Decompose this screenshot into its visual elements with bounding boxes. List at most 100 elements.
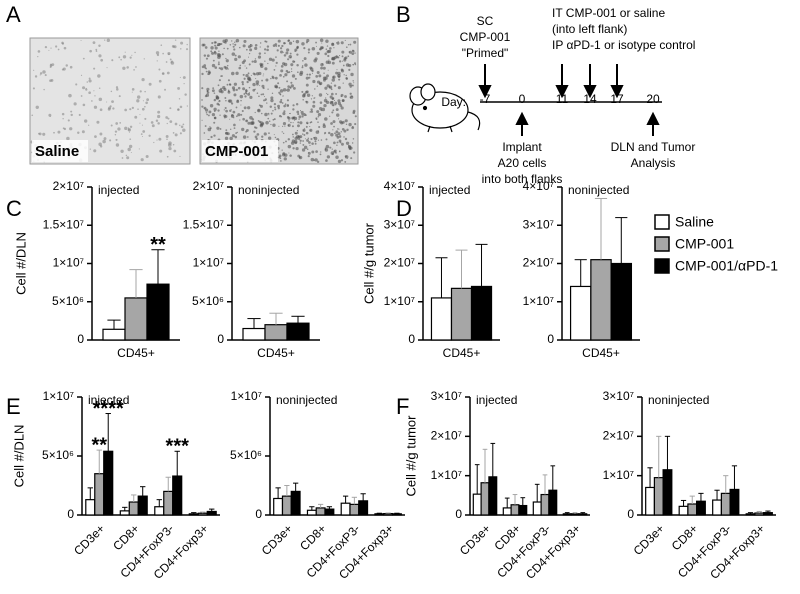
texture [271,58,275,62]
texture [212,87,215,90]
texture [172,143,175,146]
texture [114,133,117,136]
bar [488,476,498,516]
texture [296,63,299,67]
texture [49,79,52,83]
texture [144,117,147,120]
texture [95,48,98,51]
texture [180,41,184,45]
texture [164,88,166,91]
texture [99,132,103,136]
texture [226,83,229,86]
texture [312,79,316,84]
texture [243,106,247,110]
texture [287,58,290,61]
error-bar [105,413,111,452]
texture [224,97,227,99]
texture [309,122,312,124]
texture [305,131,309,135]
y-tick-label: 1×10⁷ [193,256,224,270]
texture [241,127,245,132]
texture [213,116,217,120]
bar [206,510,217,516]
texture [82,103,86,107]
texture [277,107,280,110]
texture [251,118,255,121]
y-tick-label: 0 [408,332,415,346]
error-bar [317,503,324,508]
texture [352,80,354,82]
texture [157,110,161,114]
panel-label: D [396,196,412,221]
texture [242,135,247,139]
texture [330,151,335,155]
texture [311,47,316,51]
panel-label: E [6,394,21,419]
texture [314,140,317,143]
texture [278,86,281,89]
texture [88,79,92,83]
texture [295,135,300,139]
texture [98,44,101,48]
texture [317,115,320,118]
error-bar [174,450,180,477]
error-bar [680,499,687,507]
texture [204,125,207,127]
texture [298,118,300,120]
bar [548,489,558,516]
texture [213,92,216,94]
texture [102,139,106,144]
texture [43,88,45,91]
texture [115,138,118,141]
texture [320,151,322,153]
texture [218,79,221,82]
texture [48,113,52,117]
texture [85,88,88,91]
error-bar [309,506,315,511]
texture [312,100,316,104]
texture [254,135,258,139]
texture [353,151,356,154]
texture [57,48,60,51]
texture [270,77,272,80]
texture [94,135,97,138]
bar [306,509,317,516]
texture [268,120,271,122]
texture [290,68,293,70]
texture [260,93,263,96]
texture [324,133,326,135]
image-label: CMP-001 [205,143,268,160]
texture [348,82,352,86]
texture [354,52,356,54]
texture [120,58,122,61]
texture [128,131,130,133]
texture [229,109,232,113]
texture [325,138,328,141]
texture [278,156,281,159]
error-bar [394,512,400,514]
texture [109,105,112,108]
error-bar [269,312,283,325]
y-tick-label: 1×10⁷ [43,389,74,403]
texture [301,148,306,152]
texture [136,99,140,103]
texture [318,125,321,129]
texture [140,158,144,162]
texture [260,112,263,115]
texture [115,122,119,125]
bar [242,327,266,341]
texture [340,106,344,110]
x-tick-label: CD3e+ [71,521,108,558]
texture [312,104,316,108]
texture [44,74,47,77]
y-tick-label: 1×10⁷ [523,294,554,308]
y-tick-label: 4×10⁷ [384,179,415,193]
texture [282,125,284,127]
texture [337,101,342,105]
texture [282,88,287,92]
texture [42,132,46,136]
texture [348,68,351,71]
texture [179,76,181,78]
texture [306,38,310,43]
error-bar [291,315,305,324]
